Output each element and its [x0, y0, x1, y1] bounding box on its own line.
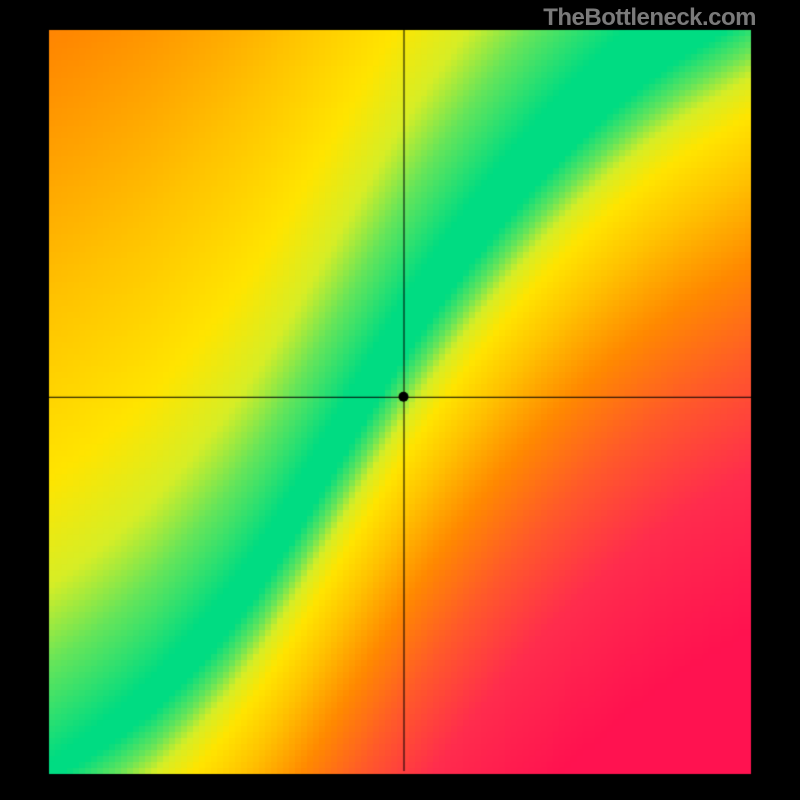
watermark-text: TheBottleneck.com	[543, 4, 756, 32]
bottleneck-heatmap	[0, 0, 800, 800]
